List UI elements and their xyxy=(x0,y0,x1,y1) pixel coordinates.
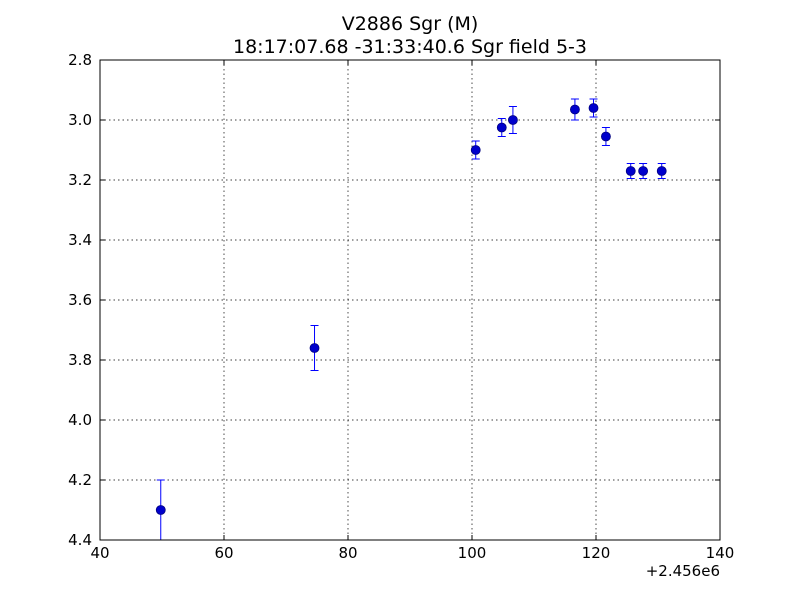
data-point xyxy=(601,131,611,142)
grid xyxy=(100,60,720,540)
data-point xyxy=(656,166,667,176)
y-tick-label: 4.0 xyxy=(68,411,92,429)
chart-subtitle: 18:17:07.68 -31:33:40.6 Sgr field 5-3 xyxy=(233,36,587,58)
data-point xyxy=(588,103,599,113)
x-tick-label: 120 xyxy=(582,544,611,562)
data-point xyxy=(570,104,580,115)
y-tick-label: 4.2 xyxy=(68,471,92,489)
y-tick-label: 2.8 xyxy=(68,51,92,69)
y-axis-tick-labels: 2.8 3.0 3.2 3.4 3.6 3.8 4.0 4.2 4.4 xyxy=(68,51,92,549)
x-tick-label: 100 xyxy=(458,544,487,562)
data-point xyxy=(155,505,166,515)
data-point xyxy=(625,166,636,176)
x-tick-label: 60 xyxy=(214,544,233,562)
error-bars xyxy=(156,98,666,541)
data-point xyxy=(309,343,320,353)
chart-title: V2886 Sgr (M) xyxy=(342,13,479,35)
x-axis-offset-label: +2.456e6 xyxy=(646,562,720,580)
data-point xyxy=(496,122,507,133)
y-tick-label: 3.4 xyxy=(68,231,92,249)
y-tick-label: 3.6 xyxy=(68,291,92,309)
y-tick-label: 3.2 xyxy=(68,171,92,189)
x-tick-label: 80 xyxy=(338,544,357,562)
data-point xyxy=(638,166,649,176)
axis-ticks xyxy=(99,59,721,541)
y-tick-label: 3.0 xyxy=(68,111,92,129)
x-axis-tick-labels: 40 60 80 100 120 140 xyxy=(90,544,734,562)
y-tick-label: 4.4 xyxy=(68,531,92,549)
x-tick-label: 40 xyxy=(90,544,109,562)
y-tick-label: 3.8 xyxy=(68,351,92,369)
data-point xyxy=(470,145,481,155)
data-points xyxy=(155,103,667,515)
data-point xyxy=(508,115,518,125)
x-tick-label: 140 xyxy=(706,544,735,562)
